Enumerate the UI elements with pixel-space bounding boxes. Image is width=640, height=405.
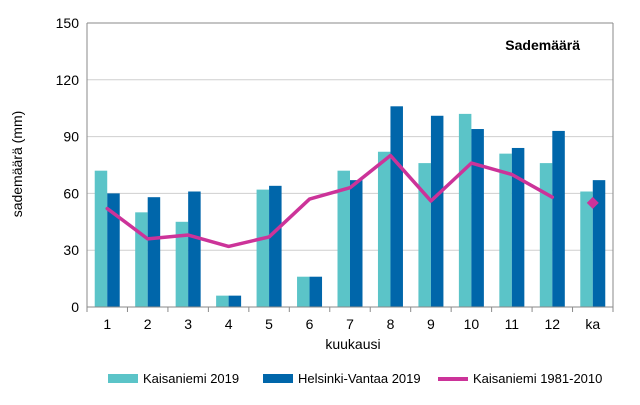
bar-kaisaniemi-2019-ka <box>580 191 593 307</box>
axes <box>86 22 614 312</box>
bar-kaisaniemi-2019-3 <box>175 221 189 307</box>
x-tick-label-2: 2 <box>144 316 152 332</box>
legend-label-helsinki-vantaa-2019: Helsinki-Vantaa 2019 <box>298 371 421 386</box>
bar-kaisaniemi-2019-4 <box>216 295 229 307</box>
line-kaisaniemi-1981-2010 <box>105 153 555 249</box>
bar-kaisaniemi-2019-12 <box>539 163 553 307</box>
legend-label-kaisaniemi-2019: Kaisaniemi 2019 <box>143 371 239 386</box>
legend-label-kaisaniemi-1981-2010: Kaisaniemi 1981-2010 <box>473 371 602 386</box>
legend-swatch-helsinki-vantaa-2019 <box>263 374 293 383</box>
y-tick-label-150: 150 <box>56 15 80 31</box>
bar-helsinki-vantaa-2019-2 <box>147 197 161 307</box>
y-tick-label-30: 30 <box>63 242 79 258</box>
x-tick-label-11: 11 <box>505 316 520 332</box>
bar-kaisaniemi-2019-2 <box>135 212 148 307</box>
bars <box>94 106 606 307</box>
bar-helsinki-vantaa-2019-5 <box>269 185 282 307</box>
legend-swatch-kaisaniemi-2019 <box>108 374 138 383</box>
bar-helsinki-vantaa-2019-10 <box>471 129 484 307</box>
x-tick-label-12: 12 <box>545 316 561 332</box>
bar-helsinki-vantaa-2019-12 <box>552 130 565 307</box>
bar-helsinki-vantaa-2019-6 <box>309 276 323 307</box>
y-tick-label-90: 90 <box>63 129 79 145</box>
x-tick-label-3: 3 <box>184 316 192 332</box>
y-tick-label-0: 0 <box>71 299 79 315</box>
bar-kaisaniemi-2019-11 <box>499 153 512 307</box>
bar-kaisaniemi-2019-6 <box>297 276 310 307</box>
x-tick-label-10: 10 <box>464 316 480 332</box>
bar-helsinki-vantaa-2019-9 <box>430 115 444 307</box>
x-tick-label-4: 4 <box>225 316 233 332</box>
bar-kaisaniemi-2019-5 <box>256 189 270 307</box>
bar-helsinki-vantaa-2019-8 <box>390 106 403 307</box>
bar-kaisaniemi-2019-1 <box>94 170 108 307</box>
bar-helsinki-vantaa-2019-3 <box>188 191 201 307</box>
x-tick-label-1: 1 <box>103 316 111 332</box>
y-tick-label-120: 120 <box>56 72 80 88</box>
bar-kaisaniemi-2019-10 <box>458 113 472 307</box>
x-tick-label-7: 7 <box>346 316 354 332</box>
bar-kaisaniemi-2019-9 <box>418 163 431 307</box>
bar-helsinki-vantaa-2019-ka <box>592 180 606 307</box>
bar-kaisaniemi-2019-7 <box>337 170 350 307</box>
bar-kaisaniemi-2019-8 <box>377 151 391 307</box>
x-axis-label: kuukausi <box>325 336 380 352</box>
x-tick-label-5: 5 <box>265 316 273 332</box>
bar-helsinki-vantaa-2019-11 <box>511 147 525 307</box>
y-axis-label: sademäärä (mm) <box>9 111 25 218</box>
bar-helsinki-vantaa-2019-1 <box>107 193 120 307</box>
marker-kaisaniemi-1981-2010-ka <box>586 196 599 209</box>
x-tick-label-9: 9 <box>427 316 435 332</box>
bar-helsinki-vantaa-2019-4 <box>228 295 242 307</box>
x-tick-label-6: 6 <box>306 316 314 332</box>
x-tick-label-8: 8 <box>387 316 395 332</box>
chart-title: Sademäärä <box>505 37 580 53</box>
bar-helsinki-vantaa-2019-7 <box>350 180 363 307</box>
legend: Kaisaniemi 2019 Helsinki-Vantaa 2019 Kai… <box>108 371 602 386</box>
x-tick-label-ka: ka <box>585 316 600 332</box>
y-tick-label-60: 60 <box>63 185 79 201</box>
normal-line <box>105 153 599 249</box>
